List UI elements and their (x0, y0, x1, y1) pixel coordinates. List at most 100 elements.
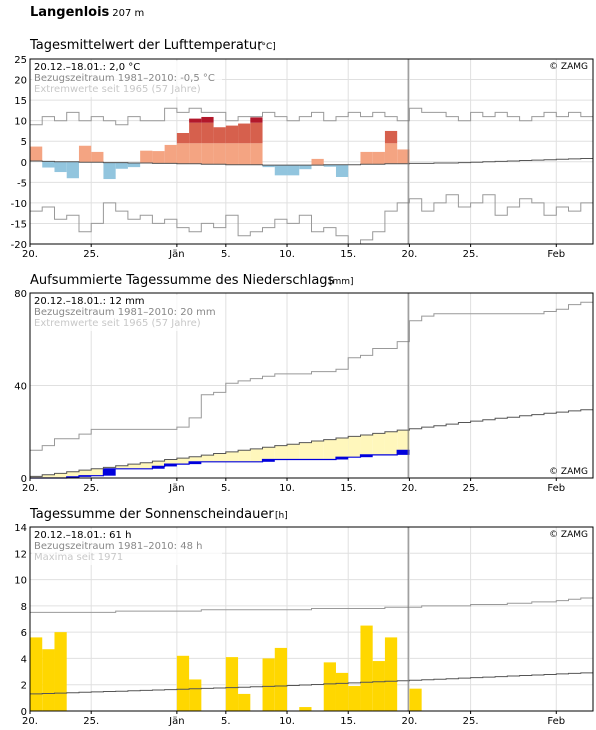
y-tick-label: 12 (14, 549, 27, 560)
y-tick-label: -20 (11, 240, 27, 251)
y-tick-label: 6 (21, 628, 27, 639)
record-max-line (30, 301, 593, 451)
info-extremes: Maxima seit 1971 (34, 552, 123, 563)
cumulative-line (30, 449, 410, 479)
precipitation-deficit (201, 455, 214, 462)
normal-line (30, 409, 593, 477)
precipitation-deficit (348, 436, 361, 458)
y-tick-label: 80 (14, 289, 27, 300)
sunshine-bar (335, 672, 349, 711)
precipitation-unit: [mm] (329, 277, 354, 287)
x-tick-label: 25. (83, 249, 99, 260)
info-extremes: Extremwerte seit 1965 (57 Jahre) (34, 318, 201, 329)
sunshine-bar (225, 657, 239, 711)
y-tick-label: 15 (14, 96, 27, 107)
precipitation-deficit (372, 433, 385, 455)
info-box (32, 295, 222, 331)
x-tick-label: Feb (547, 483, 565, 494)
temperature-bar-cold (299, 165, 312, 170)
sunshine-bar (372, 661, 385, 711)
temperature-bar-warmer (225, 125, 239, 144)
copyright: © ZAMG (549, 467, 588, 477)
x-tick-label: Jän (168, 483, 184, 494)
info-extremes: Extremwerte seit 1965 (57 Jahre) (34, 84, 201, 95)
x-tick-label: 20. (22, 483, 38, 494)
x-tick-label: 5. (221, 249, 231, 260)
precipitation-deficit (54, 473, 67, 478)
x-tick-label: 15. (340, 249, 356, 260)
temperature-bar (250, 143, 263, 165)
temperature-bar-cold (335, 164, 349, 177)
precipitation-bar (262, 459, 275, 462)
x-tick-label: 10. (279, 483, 295, 494)
precipitation-deficit (335, 437, 349, 458)
precipitation-deficit (140, 462, 153, 469)
temperature-bar (225, 143, 239, 165)
temperature-bar-warmer (176, 133, 190, 144)
x-tick-label: 25. (463, 716, 479, 727)
temperature-bar-extreme (201, 116, 214, 123)
temperature-bar (140, 150, 153, 164)
temperature-bar (30, 146, 43, 161)
precipitation-chart: Aufsummierte Tagessumme des Niederschlag… (14, 273, 594, 494)
precipitation-bar (152, 466, 165, 469)
y-tick-label: 20 (14, 76, 27, 87)
temperature-bar (91, 151, 104, 163)
x-tick-label: 10. (279, 249, 295, 260)
info-period: 20.12.–18.01.: 2,0 °C (34, 62, 140, 73)
temperature-bar-cold (54, 161, 67, 173)
precipitation-bar (335, 457, 349, 460)
temperature-bar-extreme (250, 117, 263, 123)
y-tick-label: -15 (11, 219, 27, 230)
x-tick-label: 20. (401, 483, 417, 494)
sunshine-title: Tagessumme der Sonnenscheindauer (29, 507, 274, 522)
temperature-bar-warmer (213, 127, 226, 144)
precipitation-deficit (91, 468, 104, 476)
x-tick-label: 20. (22, 249, 38, 260)
x-tick-label: 15. (340, 716, 356, 727)
temperature-bar (201, 143, 214, 165)
y-tick-label: 4 (21, 654, 27, 665)
sunshine-bar (189, 679, 202, 711)
temperature-unit: [°C] (258, 42, 276, 52)
precipitation-deficit (115, 465, 128, 469)
temperature-bar-warmer (250, 122, 263, 144)
temperature-bar (360, 151, 373, 165)
x-tick-label: Jän (168, 249, 184, 260)
x-tick-label: 25. (83, 716, 99, 727)
x-tick-label: 25. (463, 483, 479, 494)
precipitation-deficit (238, 450, 251, 462)
precipitation-bar (164, 464, 177, 467)
precipitation-deficit (30, 476, 43, 478)
x-tick-label: 25. (463, 249, 479, 260)
precipitation-deficit (274, 445, 288, 460)
temperature-bar (311, 158, 324, 166)
temperature-bar-cold (115, 162, 128, 169)
sunshine-bar (30, 637, 43, 711)
sunshine-bar (42, 649, 55, 711)
temperature-bar-cold (274, 165, 288, 176)
y-tick-label: 14 (14, 523, 27, 534)
sunshine-bar (238, 693, 251, 711)
sunshine-chart: Tagessumme der Sonnenscheindauer [h] 0 2 4… (14, 507, 594, 727)
info-box (32, 61, 222, 97)
temperature-bar-warmer (189, 122, 202, 144)
temperature-bar-cold (323, 164, 336, 167)
precipitation-bar (66, 476, 79, 478)
temperature-bar-extreme (189, 118, 202, 123)
y-tick-label: 25 (14, 55, 27, 66)
temperature-bar (189, 143, 202, 164)
sunshine-bar (348, 686, 361, 711)
temperature-bar-warmer (201, 122, 214, 144)
precipitation-deficit (384, 431, 398, 455)
temperature-bar (397, 149, 410, 164)
precipitation-deficit (103, 467, 116, 469)
x-tick-label: 10. (279, 716, 295, 727)
plot-frame (29, 526, 594, 712)
x-tick-label: 20. (22, 716, 38, 727)
temperature-bar-cold (127, 163, 141, 168)
station-name: Langenlois (30, 5, 110, 20)
y-tick-label: 10 (14, 576, 27, 587)
precipitation-deficit (287, 444, 300, 460)
y-tick-label: 40 (14, 382, 27, 393)
